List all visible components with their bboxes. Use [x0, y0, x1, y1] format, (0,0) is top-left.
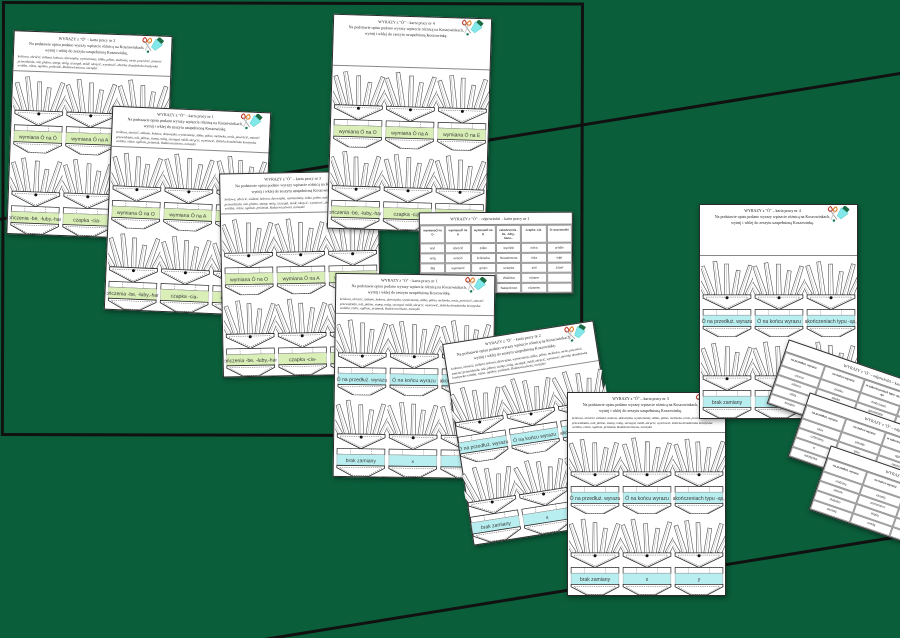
svg-text:Ó na przedłuż. wyrazu: Ó na przedłuż. wyrazu — [701, 318, 752, 325]
svg-text:wymiana Ó na O: wymiana Ó na O — [338, 128, 376, 136]
svg-text:Ó na przedłuż. wyrazu: Ó na przedłuż. wyrazu — [569, 495, 620, 502]
svg-text:wymiana Ó na A: wymiana Ó na A — [282, 275, 320, 283]
svg-text:wymiana Ó na E: wymiana Ó na E — [442, 131, 480, 139]
svg-text:x: x — [645, 577, 648, 583]
svg-text:czapka -cia-: czapka -cia- — [170, 293, 198, 300]
svg-text:brak zamiany: brak zamiany — [711, 400, 742, 406]
svg-text:czapka -cia-: czapka -cia- — [288, 357, 316, 364]
svg-text:w zakończeniach typu -ąs, -ąs: w zakończeniach typu -ąs, -ąs — [673, 496, 725, 502]
svg-text:Ó na przedłuż. wyrazu: Ó na przedłuż. wyrazu — [337, 376, 388, 384]
svg-text:czapka -cia-: czapka -cia- — [73, 217, 101, 224]
svg-text:Ó na końcu wyrazu: Ó na końcu wyrazu — [625, 495, 669, 502]
svg-text:czapka -cia-: czapka -cia- — [393, 212, 421, 219]
svg-text:wymiana Ó na O: wymiana Ó na O — [230, 276, 268, 284]
svg-text:w zakończeniach typu -ąs, -ąs: w zakończeniach typu -ąs, -ąs — [805, 319, 857, 325]
svg-text:brak zamiany: brak zamiany — [346, 458, 377, 464]
svg-text:wymiana Ó na A: wymiana Ó na A — [71, 135, 109, 143]
svg-text:y: y — [697, 577, 700, 583]
svg-text:wymiana Ó na A: wymiana Ó na A — [391, 129, 429, 137]
svg-text:brak zamiany: brak zamiany — [579, 577, 610, 583]
svg-text:zakończenia -be, -łuby,-hana.: zakończenia -be, -łuby,-hana... — [223, 357, 277, 364]
svg-text:Ó na końcu wyrazu: Ó na końcu wyrazu — [392, 377, 436, 385]
svg-text:wymiana Ó na Ó: wymiana Ó na Ó — [18, 133, 56, 141]
svg-text:Ó na końcu wyrazu: Ó na końcu wyrazu — [757, 318, 801, 325]
